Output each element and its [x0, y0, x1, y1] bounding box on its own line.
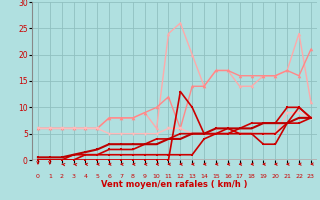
X-axis label: Vent moyen/en rafales ( km/h ): Vent moyen/en rafales ( km/h ) [101, 180, 248, 189]
